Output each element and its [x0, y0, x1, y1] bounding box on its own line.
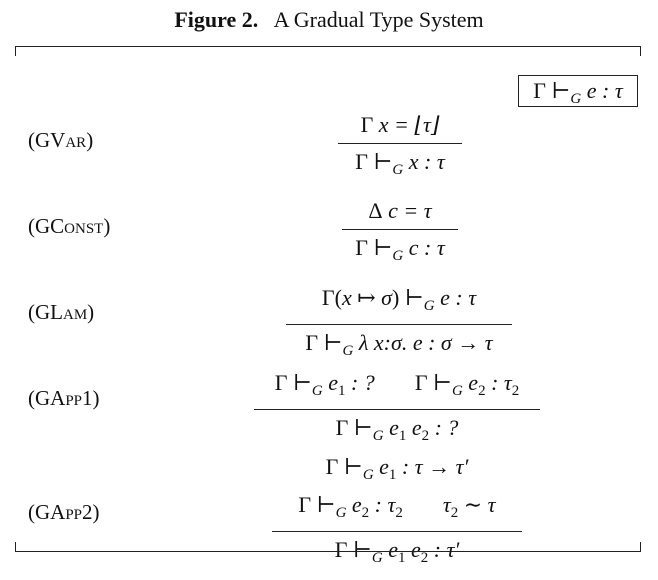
rule-name-suffix: 1)	[82, 386, 100, 410]
rule-name-suffix: )	[86, 128, 94, 152]
rule-name-smallcaps: App	[50, 500, 83, 524]
rule-name-prefix: (G	[28, 386, 51, 410]
rule-glam-premise: Γ(x ↦ σ) ⊢G e : τ	[321, 285, 477, 314]
rule-name-smallcaps: Var	[50, 128, 87, 152]
rule-gapp1-conclusion: Γ ⊢G e1 e2 : ?	[335, 415, 459, 444]
rule-name-prefix: (G	[28, 128, 51, 152]
rule-name-smallcaps: Const	[50, 214, 104, 238]
figure-caption: Figure 2. A Gradual Type System	[0, 6, 658, 34]
rule-name-glam: (GLam)	[28, 299, 94, 325]
rule-name-prefix: (G	[28, 214, 51, 238]
rule-gconst: Δ c = τ Γ ⊢G c : τ Δ c = τ Γ ⊢G c : τ	[342, 196, 458, 271]
rule-name-suffix: )	[103, 214, 111, 238]
rule-gvar-premise: Γ x = ⌊τ⌋	[360, 112, 440, 137]
rule-gapp2: Γ ⊢G e1 : τ → τ′ Γ ⊢G e2 : τ2 τ2 ∼ τ Γ ⊢G…	[272, 452, 522, 573]
rule-name-prefix: (G	[28, 300, 51, 324]
judgment-form-box: Γ ⊢G e : τ Γ ⊢G e : τ	[518, 75, 638, 107]
rule-gapp1-premises: Γ ⊢G e1 : ? Γ ⊢G e2 : τ2	[274, 370, 520, 399]
rule-glam-conclusion: Γ ⊢G λ x:σ. e : σ → τ	[305, 330, 493, 359]
figure-box-top-border	[15, 46, 641, 56]
inference-line	[254, 409, 540, 410]
rule-gvar-conclusion: Γ ⊢G x : τ	[355, 149, 445, 178]
rule-name-gvar: (GVar)	[28, 127, 93, 153]
rule-name-suffix: )	[87, 300, 95, 324]
inference-line	[342, 229, 458, 230]
inference-line	[338, 143, 462, 144]
rule-glam: Γ(x ↦ σ) ⊢G e : τ Γ ⊢G λ x:σ. e : σ → τ …	[286, 283, 512, 366]
rule-gapp2-conclusion: Γ ⊢G e1 e2 : τ′	[334, 537, 460, 566]
rule-name-smallcaps: Lam	[50, 300, 88, 324]
rule-gapp2-premise-2-3: Γ ⊢G e2 : τ2 τ2 ∼ τ	[298, 492, 496, 521]
figure-box-bottom-border	[15, 542, 641, 552]
rule-name-gapp2: (GApp2)	[28, 499, 100, 525]
inference-line	[286, 324, 512, 325]
rule-name-smallcaps: App	[50, 386, 83, 410]
rule-gconst-premise: Δ c = τ	[368, 198, 432, 223]
rule-name-suffix: 2)	[82, 500, 100, 524]
rule-name-gconst: (GConst)	[28, 213, 110, 239]
rule-name-gapp1: (GApp1)	[28, 385, 100, 411]
inference-line	[272, 531, 522, 532]
figure-title: A Gradual Type System	[273, 7, 484, 32]
rule-gconst-conclusion: Γ ⊢G c : τ	[355, 235, 445, 264]
figure-label: Figure 2.	[174, 7, 259, 32]
rule-gvar: Γ x = ⌊τ⌋ Γ ⊢G x : τ Γ x = ⌊τ⌋ Γ ⊢G x : …	[338, 110, 462, 185]
rule-gapp1: Γ ⊢G e1 : ?Γ ⊢G e2 : τ2 Γ ⊢G e1 e2 : ? Γ…	[254, 368, 540, 451]
rule-name-prefix: (G	[28, 500, 51, 524]
rule-gapp2-premise-1: Γ ⊢G e1 : τ → τ′	[325, 454, 469, 483]
